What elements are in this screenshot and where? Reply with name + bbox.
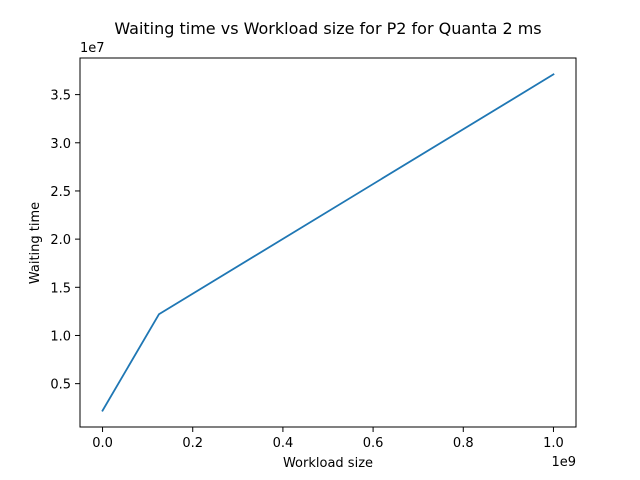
x-axis-scale-label: 1e9	[551, 455, 576, 470]
y-tick-label: 2.5	[50, 185, 71, 200]
y-tick-label: 1.0	[50, 329, 71, 344]
x-tick-label: 0.2	[182, 436, 203, 451]
x-tick-label: 1.0	[543, 436, 564, 451]
y-tick-label: 0.5	[50, 378, 71, 393]
x-axis-ticks: 0.0 0.2 0.4 0.6 0.8 1.0	[92, 427, 564, 451]
y-axis-scale-label: 1e7	[80, 41, 105, 56]
x-tick-label: 0.6	[363, 436, 384, 451]
y-tick-label: 3.0	[50, 137, 71, 152]
x-tick-label: 0.4	[273, 436, 294, 451]
x-tick-label: 0.0	[92, 436, 113, 451]
y-tick-label: 1.5	[50, 281, 71, 296]
y-tick-label: 2.0	[50, 233, 71, 248]
chart-title: Waiting time vs Workload size for P2 for…	[114, 19, 541, 38]
y-axis-ticks: 0.5 1.0 1.5 2.0 2.5 3.0 3.5	[50, 89, 80, 393]
axes-frame	[79, 57, 577, 428]
series-line	[101, 73, 555, 412]
y-axis-label: Waiting time	[28, 202, 43, 284]
x-axis-label: Workload size	[283, 456, 373, 471]
y-tick-label: 3.5	[50, 89, 71, 104]
series-layer	[101, 73, 555, 412]
x-tick-label: 0.8	[453, 436, 474, 451]
